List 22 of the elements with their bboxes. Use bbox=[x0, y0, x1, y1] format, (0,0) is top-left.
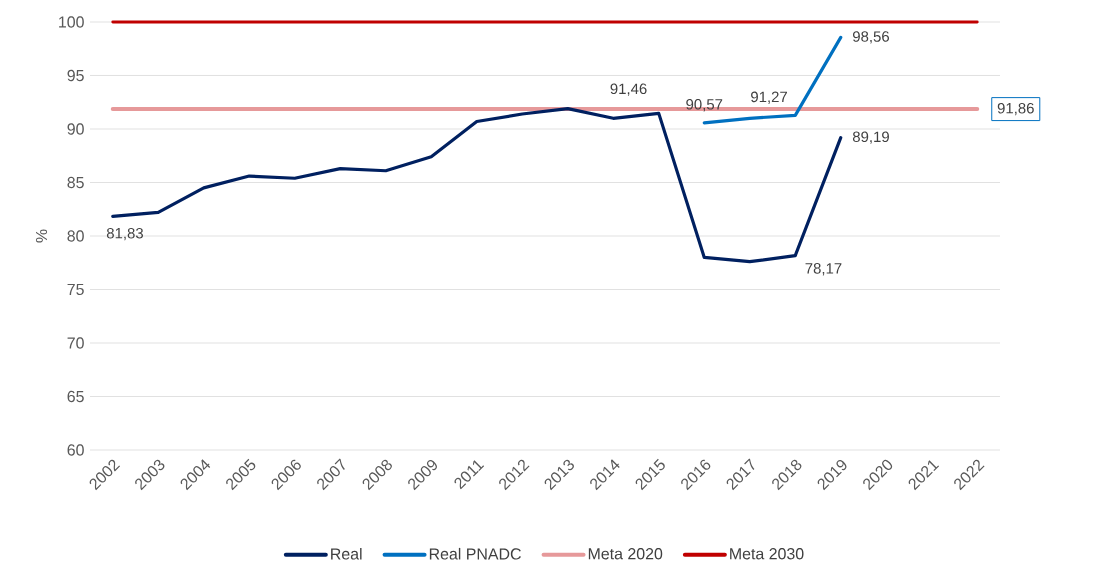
y-tick-label: 65 bbox=[67, 390, 84, 403]
y-tick-label: 85 bbox=[67, 176, 84, 189]
legend-label: Meta 2030 bbox=[730, 548, 804, 560]
data-label: 89,19 bbox=[852, 131, 889, 144]
y-tick-label: 95 bbox=[67, 69, 84, 82]
data-label: 91,27 bbox=[751, 91, 787, 104]
data-label: 90,57 bbox=[686, 99, 723, 112]
y-tick-label: 60 bbox=[67, 444, 84, 456]
data-label: 78,17 bbox=[805, 263, 842, 276]
legend-label: Meta 2020 bbox=[588, 548, 663, 560]
y-tick-label: 70 bbox=[67, 337, 84, 349]
y-tick-label: 90 bbox=[67, 123, 84, 135]
y-axis-title: % bbox=[35, 229, 48, 243]
data-label: 81,83 bbox=[106, 227, 143, 241]
data-label: 91,46 bbox=[610, 83, 647, 96]
legend-label: Real bbox=[331, 547, 362, 560]
data-label: 91,86 bbox=[997, 102, 1034, 116]
y-tick-label: 75 bbox=[67, 283, 84, 296]
y-tick-label: 80 bbox=[67, 230, 84, 242]
legend-label: Real PNADC bbox=[429, 547, 521, 560]
y-tick-label: 100 bbox=[59, 16, 84, 28]
data-label: 98,56 bbox=[852, 31, 890, 44]
